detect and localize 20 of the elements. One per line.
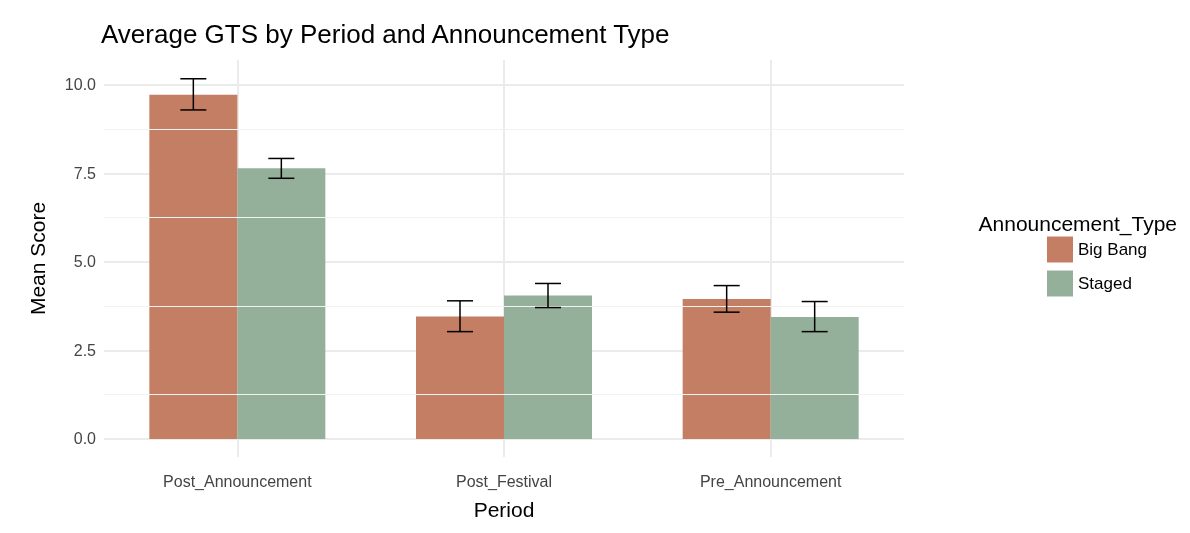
y-tick-label: 7.5	[73, 164, 97, 182]
bar	[149, 94, 238, 439]
x-tick-label: Pre_Announcement	[699, 472, 842, 491]
y-tick-label: 10.0	[64, 76, 97, 94]
y-tick-label: 0.0	[73, 430, 97, 448]
x-tick-label: Post_Announcement	[163, 472, 313, 491]
bar	[682, 299, 771, 439]
bar	[504, 295, 592, 439]
bar	[416, 316, 504, 439]
legend-label: Staged	[1078, 274, 1132, 293]
x-tick-label: Post_Festival	[455, 472, 553, 491]
y-tick-label: 2.5	[73, 341, 97, 359]
chart-title: Average GTS by Period and Announcement Type	[101, 19, 670, 49]
x-axis-title: Period	[473, 498, 535, 521]
legend-label: Big Bang	[1078, 240, 1147, 259]
bar	[770, 317, 859, 439]
y-axis-title: Mean Score	[26, 201, 49, 316]
y-tick-label: 5.0	[73, 253, 97, 271]
bar	[237, 168, 326, 439]
legend-title: Announcement_Type	[978, 212, 1178, 236]
